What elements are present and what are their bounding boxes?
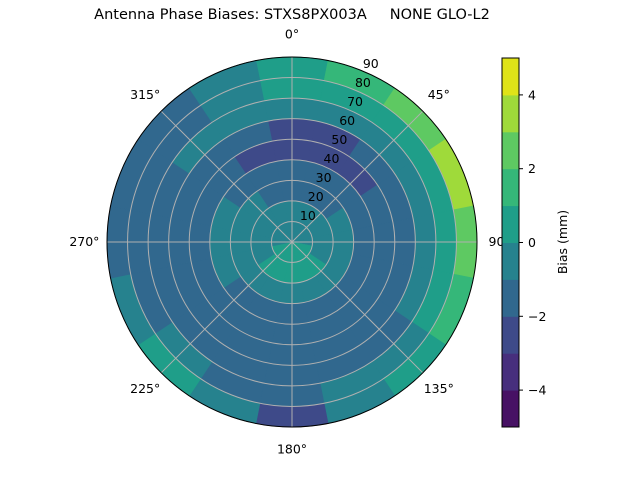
theta-tick-label: 45°: [428, 87, 450, 102]
r-tick-label: 80: [355, 75, 371, 90]
r-tick-label: 70: [347, 94, 363, 109]
theta-tick-label: 180°: [277, 442, 307, 457]
colorbar-segment: [502, 58, 519, 96]
r-tick-label: 40: [324, 151, 340, 166]
colorbar: −4 −2 0 2 4 Bias (mm): [501, 57, 570, 428]
theta-tick-label: 225°: [130, 381, 160, 396]
polar-frame: [106, 56, 478, 428]
tick-labels: 0°45°90°135°180°225°270°315°102030405060…: [69, 26, 510, 456]
grid: [106, 56, 478, 428]
theta-tick-label: 315°: [130, 87, 160, 102]
colorbar-segment: [502, 205, 519, 243]
theta-tick-label: 270°: [69, 234, 99, 249]
theta-gridline: [160, 110, 424, 374]
colorbar-segment: [502, 279, 519, 317]
colorbar-segment: [502, 316, 519, 354]
colorbar-tick-label: −4: [528, 383, 546, 398]
r-tick-label: 30: [316, 170, 332, 185]
r-tick-label: 20: [308, 189, 324, 204]
colorbar-tick-label: 4: [528, 87, 536, 102]
colorbar-segment: [502, 390, 519, 428]
colorbar-segment: [502, 131, 519, 170]
colorbar-label: Bias (mm): [555, 210, 570, 274]
r-tick-label: 90: [363, 56, 379, 71]
colorbar-segment: [502, 168, 519, 207]
r-tick-label: 50: [331, 132, 347, 147]
r-tick-label: 60: [339, 113, 355, 128]
colorbar-tick-label: −2: [528, 309, 546, 324]
colorbar-tick-label: 0: [528, 235, 536, 250]
colorbar-tick-label: 2: [528, 161, 536, 176]
colorbar-segment: [502, 242, 519, 280]
theta-tick-label: 0°: [285, 26, 299, 41]
colorbar-segment: [502, 353, 519, 391]
chart-title: Antenna Phase Biases: STXS8PX003A NONE G…: [94, 7, 490, 23]
r-tick-label: 10: [300, 208, 316, 223]
colorbar-segment: [502, 94, 519, 133]
theta-tick-label: 135°: [424, 381, 454, 396]
